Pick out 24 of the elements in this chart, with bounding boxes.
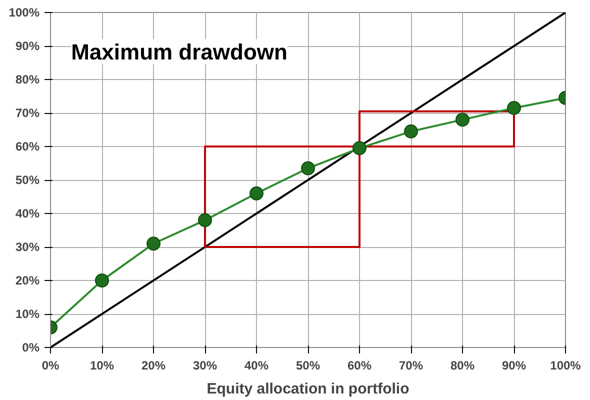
y-tick-label: 30% — [15, 240, 40, 254]
text: Maximum drawdown — [71, 39, 288, 64]
y-tick-label: 60% — [15, 140, 40, 154]
x-tick-label: 50% — [296, 358, 320, 372]
x-tick-label: 80% — [450, 358, 475, 372]
y-tick-label: 0% — [22, 340, 40, 354]
y-tick-label: 50% — [15, 173, 40, 187]
y-tick-label: 80% — [15, 72, 40, 86]
x-tick-label: 20% — [141, 358, 166, 372]
y-tick-label: 20% — [15, 274, 40, 288]
x-tick-label: 10% — [90, 358, 114, 372]
y-tick-label: 10% — [15, 307, 40, 321]
x-tick-label: 70% — [398, 358, 424, 372]
x-tick-label: 100% — [550, 358, 582, 372]
y-tick-label: 70% — [15, 106, 40, 120]
x-tick-label: 0% — [42, 358, 60, 372]
x-tick-label: 60% — [347, 358, 372, 372]
y-tick-label: 90% — [15, 39, 40, 53]
x-tick-label: 90% — [502, 358, 526, 372]
y-tick-label: 40% — [15, 206, 40, 220]
x-axis-title: Equity allocation in portfolio — [206, 380, 410, 398]
y-tick-label: 100% — [8, 6, 40, 20]
x-tick-label: 40% — [244, 358, 269, 372]
x-tick-label: 30% — [192, 358, 218, 372]
